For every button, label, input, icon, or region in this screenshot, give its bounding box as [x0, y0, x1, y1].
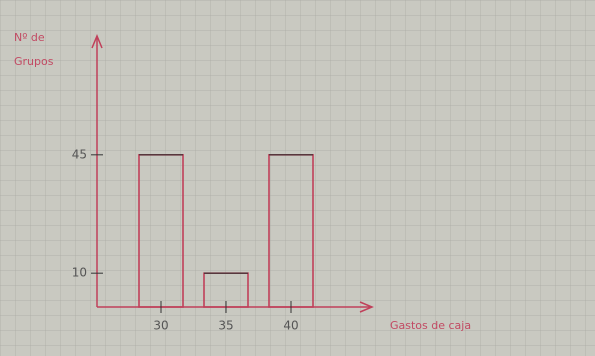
y-axis-label: Grupos: [14, 55, 54, 68]
y-tick-label: 45: [72, 147, 87, 161]
x-tick-label: 35: [218, 319, 233, 333]
chart: Nº de Grupos Gastos de caja 10 45 30 35 40: [0, 0, 595, 356]
y-tick-label: 10: [72, 266, 87, 280]
paper-grid: [0, 0, 595, 356]
x-axis-label: Gastos de caja: [390, 319, 471, 332]
page: {"chart_data": {"type": "bar", "y_label_…: [0, 0, 595, 356]
x-tick-label: 40: [283, 319, 298, 333]
y-axis-label: Nº de: [14, 31, 45, 44]
x-tick-label: 30: [153, 319, 168, 333]
